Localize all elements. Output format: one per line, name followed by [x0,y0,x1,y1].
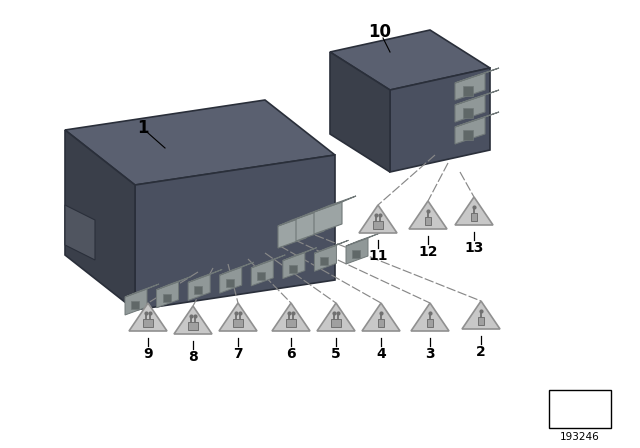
Polygon shape [278,210,320,226]
Text: 11: 11 [368,249,388,263]
Text: 10: 10 [369,23,392,41]
Polygon shape [296,209,324,241]
Polygon shape [346,233,380,246]
Text: 7: 7 [233,347,243,361]
Text: 193246: 193246 [560,432,600,442]
Polygon shape [346,238,368,264]
Polygon shape [252,255,285,268]
Polygon shape [409,201,447,229]
Polygon shape [125,284,159,297]
Polygon shape [462,301,500,329]
Polygon shape [390,68,490,172]
Polygon shape [252,260,273,286]
Bar [463,130,473,140]
Polygon shape [157,282,179,308]
Bar [321,257,328,265]
Text: 9: 9 [143,347,153,361]
Bar [463,108,473,118]
Text: 2: 2 [476,345,486,359]
Text: 3: 3 [425,347,435,361]
Polygon shape [314,196,356,212]
Polygon shape [188,269,222,282]
Polygon shape [125,289,147,315]
Bar [257,272,266,280]
Polygon shape [330,52,390,172]
Polygon shape [65,205,95,260]
Bar [352,250,360,258]
Polygon shape [330,30,490,90]
Polygon shape [314,246,337,271]
Bar [286,319,296,327]
Polygon shape [455,112,499,127]
Polygon shape [455,197,493,225]
Bar [478,317,484,325]
Bar [463,86,473,96]
Text: 13: 13 [464,241,484,255]
Polygon shape [411,303,449,331]
Bar [163,294,171,302]
Bar [549,390,611,428]
Bar [233,319,243,327]
Polygon shape [220,262,253,275]
Polygon shape [314,240,348,253]
Polygon shape [65,130,135,310]
Text: 5: 5 [331,347,341,361]
Polygon shape [296,203,338,219]
Polygon shape [362,303,400,331]
Polygon shape [455,73,485,100]
Bar [188,322,198,330]
Bar [471,213,477,220]
Text: 8: 8 [188,350,198,364]
Polygon shape [317,303,355,331]
Polygon shape [278,216,306,248]
Bar [427,319,433,327]
Bar [131,301,139,309]
Polygon shape [219,303,257,331]
Polygon shape [188,275,210,301]
Bar [289,265,297,272]
Bar [226,279,234,287]
Polygon shape [455,90,499,105]
Polygon shape [135,155,335,310]
Polygon shape [455,68,499,83]
Polygon shape [157,277,191,290]
Bar [373,221,383,228]
Polygon shape [359,205,397,233]
Bar [332,319,341,327]
Text: 4: 4 [376,347,386,361]
Bar [143,319,153,327]
Polygon shape [283,248,317,261]
Polygon shape [65,100,335,185]
Polygon shape [129,303,167,331]
Polygon shape [314,202,342,234]
Bar [425,217,431,224]
Polygon shape [272,303,310,331]
Polygon shape [174,306,212,334]
Text: 6: 6 [286,347,296,361]
Text: 1: 1 [137,119,148,137]
Polygon shape [220,267,242,293]
Polygon shape [283,253,305,279]
Bar [194,286,202,294]
Text: 12: 12 [419,245,438,259]
Bar [378,319,384,327]
Polygon shape [455,95,485,122]
Polygon shape [455,117,485,144]
